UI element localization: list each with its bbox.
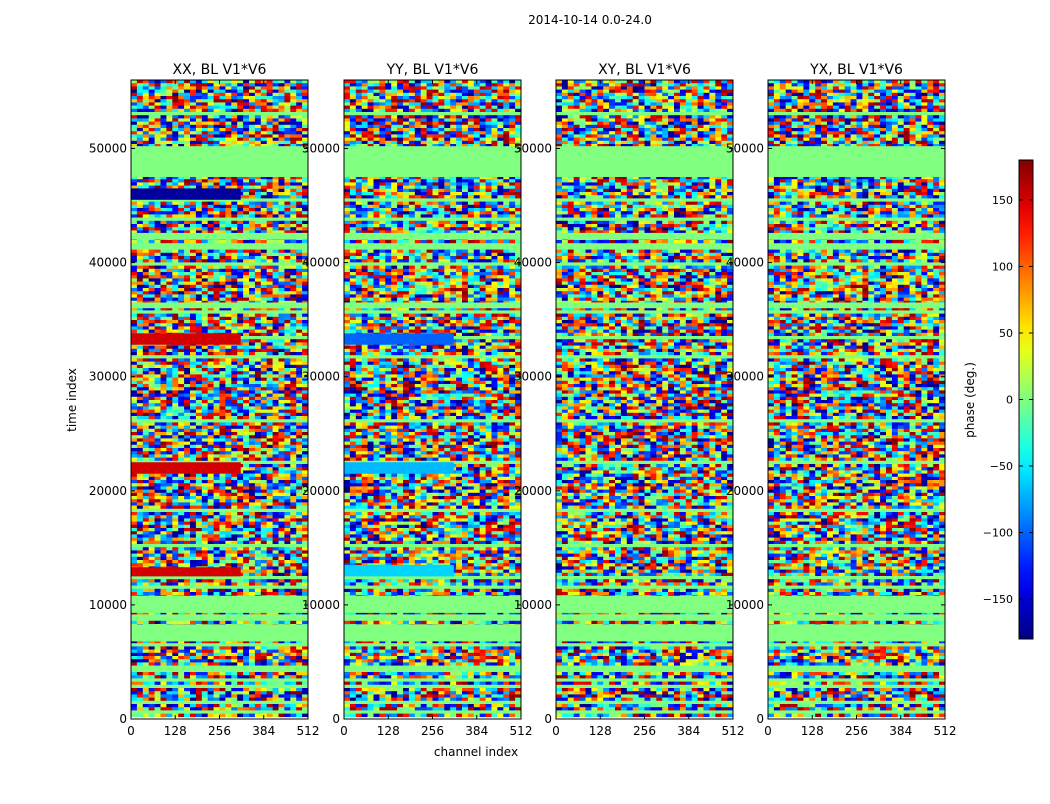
colorbar-tick-label: 0 xyxy=(1006,394,1013,407)
colorbar-tick-label: −150 xyxy=(983,593,1013,606)
flagged-band xyxy=(344,146,521,177)
y-tick-label: 50000 xyxy=(726,141,764,155)
flagged-band xyxy=(768,596,945,613)
flagged-band xyxy=(131,624,308,641)
x-tick-label: 128 xyxy=(589,724,612,738)
panel-title: YY, BL V1*V6 xyxy=(386,62,479,78)
flagged-band xyxy=(768,624,945,641)
flagged-band xyxy=(344,624,521,641)
x-tick-label: 256 xyxy=(208,724,231,738)
panel-2: YY, BL V1*V6 0 128 256 384 512 0 10000 20000 3000… xyxy=(302,62,533,738)
x-tick-label: 128 xyxy=(377,724,400,738)
y-tick-label: 10000 xyxy=(514,598,552,612)
y-tick-label: 10000 xyxy=(89,598,127,612)
y-tick-label: 10000 xyxy=(726,598,764,612)
flagged-band xyxy=(131,146,308,177)
y-tick-label: 40000 xyxy=(514,256,552,270)
x-tick-label: 0 xyxy=(127,724,135,738)
y-tick-label: 50000 xyxy=(514,141,552,155)
heatmap-image xyxy=(131,80,308,717)
x-axis-label: channel index xyxy=(434,745,518,759)
colorbar-tick-label: 100 xyxy=(992,260,1013,273)
colorbar-tick-label: 50 xyxy=(999,327,1013,340)
y-tick-label: 40000 xyxy=(89,256,127,270)
phase-band xyxy=(344,333,454,344)
y-tick-label: 50000 xyxy=(302,141,340,155)
flagged-band xyxy=(131,303,308,309)
y-tick-label: 20000 xyxy=(726,484,764,498)
flagged-band xyxy=(768,233,945,240)
flagged-band xyxy=(556,233,733,240)
x-tick-label: 256 xyxy=(633,724,656,738)
panel-title: XY, BL V1*V6 xyxy=(598,62,691,78)
panel-title: YX, BL V1*V6 xyxy=(809,62,903,78)
x-tick-label: 0 xyxy=(340,724,348,738)
x-tick-label: 512 xyxy=(297,724,320,738)
x-tick-label: 384 xyxy=(465,724,488,738)
y-tick-label: 10000 xyxy=(302,598,340,612)
y-tick-label: 20000 xyxy=(89,484,127,498)
y-tick-label: 0 xyxy=(332,712,340,726)
flagged-band xyxy=(344,233,521,240)
colorbar-tick-label: 150 xyxy=(992,194,1013,207)
x-tick-label: 0 xyxy=(764,724,772,738)
y-tick-label: 0 xyxy=(119,712,127,726)
phase-band xyxy=(344,462,454,473)
flagged-band xyxy=(556,146,733,177)
flagged-band xyxy=(556,624,733,641)
flagged-band xyxy=(344,303,521,309)
x-tick-label: 384 xyxy=(252,724,275,738)
flagged-band xyxy=(556,596,733,613)
y-tick-label: 0 xyxy=(544,712,552,726)
x-tick-label: 128 xyxy=(801,724,824,738)
flagged-band xyxy=(131,233,308,240)
flagged-band xyxy=(768,303,945,309)
y-axis-label: time index xyxy=(65,368,79,432)
y-tick-label: 50000 xyxy=(89,141,127,155)
x-tick-label: 384 xyxy=(677,724,700,738)
y-tick-label: 40000 xyxy=(302,256,340,270)
panel-1: XX, BL V1*V6 0 128 256 384 512 0 10000 20000 3000… xyxy=(89,62,320,738)
phase-band xyxy=(131,333,241,344)
x-tick-label: 256 xyxy=(421,724,444,738)
x-tick-label: 128 xyxy=(164,724,187,738)
y-tick-label: 30000 xyxy=(89,370,127,384)
y-tick-label: 20000 xyxy=(514,484,552,498)
panel-3: XY, BL V1*V6 0 128 256 384 512 0 10000 20000 3000… xyxy=(514,62,745,738)
y-tick-label: 20000 xyxy=(302,484,340,498)
heatmap-image xyxy=(344,80,521,717)
y-tick-label: 30000 xyxy=(726,370,764,384)
x-tick-label: 256 xyxy=(845,724,868,738)
y-tick-label: 30000 xyxy=(302,370,340,384)
x-tick-label: 384 xyxy=(889,724,912,738)
x-tick-label: 0 xyxy=(552,724,560,738)
phase-band xyxy=(131,188,241,199)
panel-title: XX, BL V1*V6 xyxy=(173,62,267,78)
colorbar-tick-label: −50 xyxy=(990,460,1013,473)
y-tick-label: 30000 xyxy=(514,370,552,384)
heatmap-image xyxy=(768,80,945,717)
flagged-band xyxy=(131,596,308,613)
y-tick-label: 0 xyxy=(756,712,764,726)
flagged-band xyxy=(556,303,733,309)
x-tick-label: 512 xyxy=(934,724,957,738)
heatmap-image xyxy=(556,80,733,717)
panel-4: YX, BL V1*V6 0 128 256 384 512 0 10000 20000 3000… xyxy=(726,62,957,738)
x-tick-label: 512 xyxy=(722,724,745,738)
phase-band xyxy=(344,565,454,576)
phase-band xyxy=(131,567,241,576)
flagged-band xyxy=(344,596,521,613)
y-tick-label: 40000 xyxy=(726,256,764,270)
x-tick-label: 512 xyxy=(510,724,533,738)
colorbar-label: phase (deg.) xyxy=(963,362,977,438)
colorbar: −150 −100 −50 0 50 100 150 phase (deg.) xyxy=(963,160,1033,639)
phase-band xyxy=(131,462,241,473)
flagged-band xyxy=(768,146,945,177)
figure-suptitle: 2014-10-14 0.0-24.0 xyxy=(0,13,1050,27)
colorbar-tick-label: −100 xyxy=(983,527,1013,540)
